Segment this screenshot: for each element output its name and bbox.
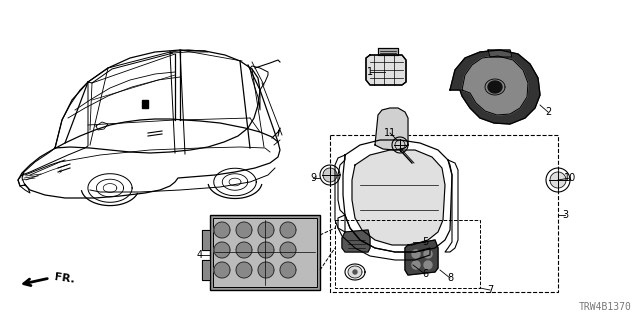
- Polygon shape: [258, 242, 274, 258]
- Polygon shape: [214, 222, 230, 238]
- Polygon shape: [236, 262, 252, 278]
- Polygon shape: [462, 56, 528, 115]
- Polygon shape: [424, 250, 432, 258]
- Text: 2: 2: [545, 107, 551, 117]
- Text: 11: 11: [384, 128, 396, 138]
- Polygon shape: [375, 108, 408, 150]
- Text: 3: 3: [562, 210, 568, 220]
- Polygon shape: [353, 270, 357, 274]
- Bar: [213, 218, 317, 287]
- Polygon shape: [366, 55, 406, 85]
- Polygon shape: [258, 222, 274, 238]
- Polygon shape: [352, 150, 445, 245]
- Polygon shape: [236, 242, 252, 258]
- Polygon shape: [323, 168, 337, 182]
- Bar: [210, 215, 320, 290]
- Text: FR.: FR.: [54, 272, 76, 284]
- Polygon shape: [488, 50, 512, 57]
- Polygon shape: [550, 172, 566, 188]
- Polygon shape: [280, 242, 296, 258]
- Polygon shape: [424, 261, 432, 269]
- Polygon shape: [342, 230, 370, 252]
- Text: 1: 1: [367, 67, 373, 77]
- Polygon shape: [142, 100, 148, 108]
- Text: 10: 10: [564, 173, 576, 183]
- Text: 6: 6: [422, 269, 428, 279]
- Text: TRW4B1370: TRW4B1370: [579, 302, 632, 312]
- Polygon shape: [405, 240, 438, 275]
- Text: 9: 9: [310, 173, 316, 183]
- Polygon shape: [378, 48, 398, 55]
- Text: 4: 4: [197, 250, 203, 260]
- Polygon shape: [348, 266, 362, 278]
- Bar: [330, 135, 558, 292]
- Text: ⚡: ⚡: [58, 169, 63, 175]
- Polygon shape: [202, 230, 210, 250]
- Polygon shape: [258, 262, 274, 278]
- Text: 8: 8: [447, 273, 453, 283]
- Polygon shape: [202, 260, 210, 280]
- Polygon shape: [236, 222, 252, 238]
- Polygon shape: [214, 262, 230, 278]
- Polygon shape: [450, 50, 540, 124]
- Polygon shape: [412, 261, 420, 269]
- Bar: [335, 220, 480, 288]
- Polygon shape: [214, 242, 230, 258]
- Polygon shape: [280, 222, 296, 238]
- Polygon shape: [395, 140, 405, 150]
- Text: 7: 7: [487, 285, 493, 295]
- Polygon shape: [412, 250, 420, 258]
- Polygon shape: [280, 262, 296, 278]
- Polygon shape: [488, 81, 502, 93]
- Text: 5: 5: [422, 237, 428, 247]
